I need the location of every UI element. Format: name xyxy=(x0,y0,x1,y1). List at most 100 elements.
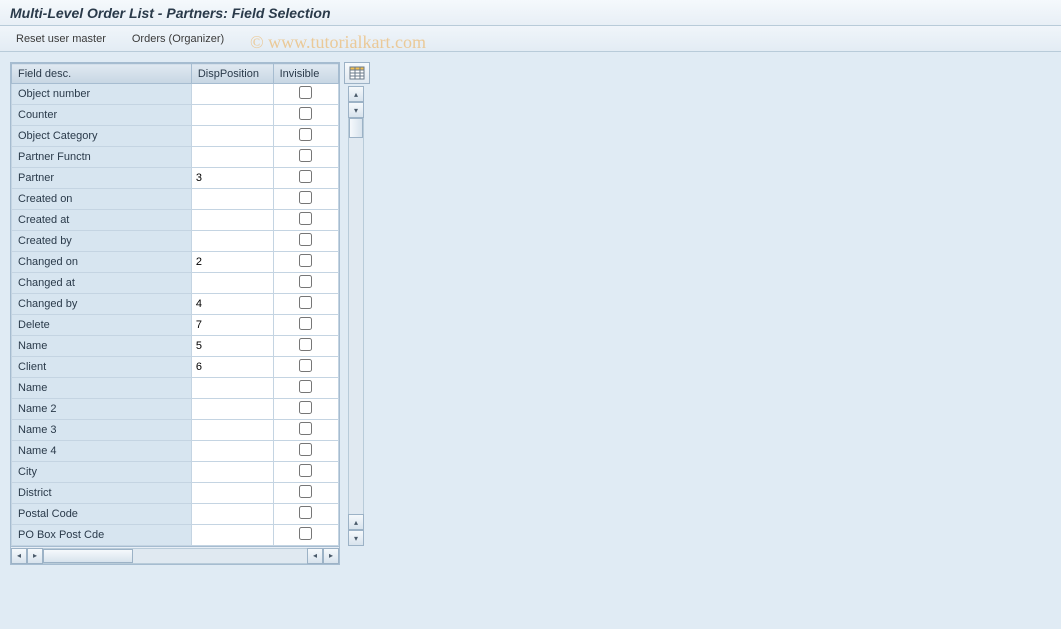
invisible-checkbox[interactable] xyxy=(299,464,312,477)
field-desc-cell[interactable]: City xyxy=(12,462,192,483)
vscroll-track[interactable] xyxy=(348,118,364,514)
invisible-checkbox[interactable] xyxy=(299,128,312,141)
field-desc-cell[interactable]: Changed at xyxy=(12,273,192,294)
disp-position-input[interactable] xyxy=(192,84,273,104)
disp-position-input[interactable] xyxy=(192,525,273,545)
col-header-field-desc[interactable]: Field desc. xyxy=(12,64,192,84)
table-row: Postal Code xyxy=(12,504,339,525)
disp-position-input[interactable] xyxy=(192,483,273,503)
invisible-checkbox[interactable] xyxy=(299,359,312,372)
disp-position-input[interactable] xyxy=(192,210,273,230)
col-header-disp-position[interactable]: DispPosition xyxy=(191,64,273,84)
invisible-checkbox[interactable] xyxy=(299,86,312,99)
field-desc-cell[interactable]: Object number xyxy=(12,84,192,105)
scroll-right-end-button[interactable]: ▸ xyxy=(323,548,339,564)
field-desc-cell[interactable]: Changed on xyxy=(12,252,192,273)
disp-position-cell xyxy=(191,420,273,441)
invisible-checkbox[interactable] xyxy=(299,254,312,267)
field-desc-cell[interactable]: Name xyxy=(12,336,192,357)
title-text: Multi-Level Order List - Partners: Field… xyxy=(10,5,331,21)
scroll-page-down-button[interactable]: ▴ xyxy=(348,514,364,530)
field-desc-cell[interactable]: Name 2 xyxy=(12,399,192,420)
scroll-up-button[interactable]: ▴ xyxy=(348,86,364,102)
disp-position-input[interactable] xyxy=(192,168,273,188)
disp-position-cell xyxy=(191,378,273,399)
col-header-invisible[interactable]: Invisible xyxy=(273,64,338,84)
scroll-left-start-button[interactable]: ◂ xyxy=(11,548,27,564)
disp-position-input[interactable] xyxy=(192,294,273,314)
invisible-checkbox[interactable] xyxy=(299,149,312,162)
vscroll-thumb[interactable] xyxy=(349,118,363,138)
table-row: Created by xyxy=(12,231,339,252)
hscroll-thumb[interactable] xyxy=(43,549,133,563)
invisible-checkbox[interactable] xyxy=(299,527,312,540)
disp-position-input[interactable] xyxy=(192,357,273,377)
disp-position-input[interactable] xyxy=(192,315,273,335)
orders-organizer-button[interactable]: Orders (Organizer) xyxy=(126,31,230,47)
horizontal-scrollbar[interactable]: ◂ ▸ ◂ ▸ xyxy=(11,546,339,564)
field-desc-cell[interactable]: Name 3 xyxy=(12,420,192,441)
invisible-checkbox[interactable] xyxy=(299,380,312,393)
field-desc-cell[interactable]: Postal Code xyxy=(12,504,192,525)
invisible-checkbox[interactable] xyxy=(299,107,312,120)
field-desc-cell[interactable]: Delete xyxy=(12,315,192,336)
field-desc-cell[interactable]: Client xyxy=(12,357,192,378)
disp-position-input[interactable] xyxy=(192,126,273,146)
invisible-cell xyxy=(273,294,338,315)
invisible-checkbox[interactable] xyxy=(299,317,312,330)
right-controls: ▴ ▾ ▴ ▾ xyxy=(344,62,374,546)
disp-position-input[interactable] xyxy=(192,231,273,251)
invisible-checkbox[interactable] xyxy=(299,296,312,309)
field-selection-table: Field desc. DispPosition Invisible Objec… xyxy=(10,62,340,565)
invisible-checkbox[interactable] xyxy=(299,338,312,351)
invisible-checkbox[interactable] xyxy=(299,275,312,288)
disp-position-input[interactable] xyxy=(192,147,273,167)
invisible-checkbox[interactable] xyxy=(299,212,312,225)
field-desc-cell[interactable]: Changed by xyxy=(12,294,192,315)
disp-position-cell xyxy=(191,189,273,210)
disp-position-input[interactable] xyxy=(192,399,273,419)
disp-position-input[interactable] xyxy=(192,105,273,125)
disp-position-input[interactable] xyxy=(192,441,273,461)
hscroll-track[interactable] xyxy=(43,548,307,564)
scroll-right-button[interactable]: ◂ xyxy=(307,548,323,564)
invisible-checkbox[interactable] xyxy=(299,443,312,456)
scroll-left-button[interactable]: ▸ xyxy=(27,548,43,564)
scroll-page-up-button[interactable]: ▾ xyxy=(348,102,364,118)
scroll-down-button[interactable]: ▾ xyxy=(348,530,364,546)
field-desc-cell[interactable]: Counter xyxy=(12,105,192,126)
field-desc-cell[interactable]: Object Category xyxy=(12,126,192,147)
field-desc-cell[interactable]: Name xyxy=(12,378,192,399)
field-desc-cell[interactable]: Name 4 xyxy=(12,441,192,462)
invisible-checkbox[interactable] xyxy=(299,170,312,183)
invisible-checkbox[interactable] xyxy=(299,506,312,519)
disp-position-input[interactable] xyxy=(192,378,273,398)
disp-position-input[interactable] xyxy=(192,504,273,524)
disp-position-cell xyxy=(191,399,273,420)
field-desc-cell[interactable]: Partner Functn xyxy=(12,147,192,168)
disp-position-cell xyxy=(191,168,273,189)
invisible-checkbox[interactable] xyxy=(299,233,312,246)
disp-position-input[interactable] xyxy=(192,273,273,293)
invisible-cell xyxy=(273,525,338,546)
disp-position-input[interactable] xyxy=(192,252,273,272)
disp-position-input[interactable] xyxy=(192,336,273,356)
table-settings-button[interactable] xyxy=(344,62,370,84)
invisible-checkbox[interactable] xyxy=(299,191,312,204)
field-desc-cell[interactable]: Partner xyxy=(12,168,192,189)
field-desc-cell[interactable]: Created by xyxy=(12,231,192,252)
vertical-scrollbar[interactable]: ▴ ▾ ▴ ▾ xyxy=(348,86,366,546)
field-desc-cell[interactable]: Created on xyxy=(12,189,192,210)
invisible-checkbox[interactable] xyxy=(299,422,312,435)
invisible-cell xyxy=(273,252,338,273)
disp-position-input[interactable] xyxy=(192,462,273,482)
field-desc-cell[interactable]: District xyxy=(12,483,192,504)
invisible-checkbox[interactable] xyxy=(299,401,312,414)
disp-position-input[interactable] xyxy=(192,420,273,440)
invisible-checkbox[interactable] xyxy=(299,485,312,498)
table-row: Object Category xyxy=(12,126,339,147)
field-desc-cell[interactable]: Created at xyxy=(12,210,192,231)
reset-user-master-button[interactable]: Reset user master xyxy=(10,31,112,47)
disp-position-input[interactable] xyxy=(192,189,273,209)
field-desc-cell[interactable]: PO Box Post Cde xyxy=(12,525,192,546)
